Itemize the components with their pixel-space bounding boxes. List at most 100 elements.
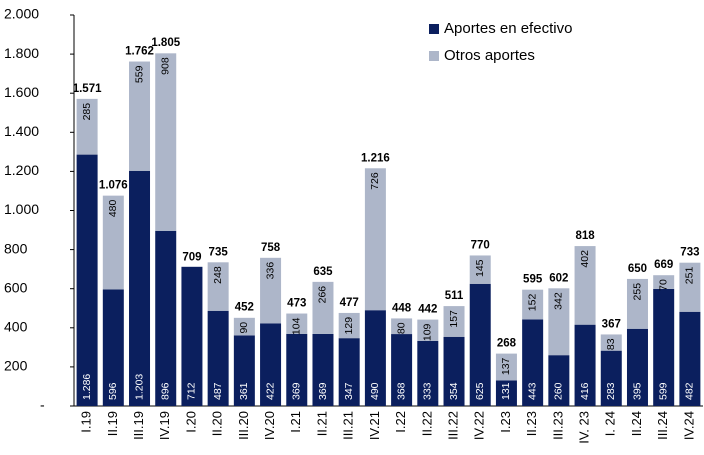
value-label: 137 <box>500 357 512 375</box>
x-tick-label: II.20 <box>210 411 225 436</box>
total-label: 818 <box>575 230 595 242</box>
x-tick-label: IV.24 <box>681 411 696 440</box>
value-label: 255 <box>631 283 643 301</box>
y-tick-label: 1.200 <box>4 162 39 178</box>
legend-swatch <box>429 24 439 34</box>
total-label: 1.762 <box>125 46 154 58</box>
value-label: 368 <box>395 382 407 400</box>
bar-segment <box>600 334 622 351</box>
bar-segment <box>207 310 229 406</box>
bar-segment <box>548 288 570 356</box>
total-label: 1.076 <box>99 180 128 192</box>
bar-segment <box>76 154 98 406</box>
bar-segment <box>286 333 308 406</box>
bar-segment <box>417 319 439 341</box>
bar-segment <box>155 53 177 231</box>
bar-segment <box>129 61 151 171</box>
value-label: 726 <box>369 172 381 190</box>
total-label: 602 <box>549 272 568 284</box>
bar-segment <box>417 340 439 406</box>
bar-segment <box>207 262 229 311</box>
y-tick-label: - <box>40 397 45 413</box>
total-label: 635 <box>313 266 333 278</box>
bar-segment <box>626 328 648 406</box>
y-tick-label: 1.400 <box>4 123 39 139</box>
x-tick-label: II.19 <box>105 411 120 436</box>
total-label: 268 <box>497 338 517 350</box>
value-label: 369 <box>291 382 303 400</box>
value-label: 266 <box>317 286 329 304</box>
x-tick-label: II.23 <box>524 411 539 436</box>
value-label: 369 <box>317 382 329 400</box>
total-label: 735 <box>209 246 229 258</box>
bar-segment <box>102 195 124 290</box>
x-tick-label: IV.20 <box>262 411 277 440</box>
bar-segment <box>522 289 544 320</box>
total-label: 733 <box>680 247 699 259</box>
y-tick-label: 200 <box>4 358 28 374</box>
value-label: 480 <box>107 199 119 217</box>
y-tick-label: 2.000 <box>4 6 39 22</box>
total-label: 442 <box>418 304 437 316</box>
bar-segment <box>260 323 282 406</box>
total-label: 709 <box>182 251 201 263</box>
total-label: 1.216 <box>361 152 390 164</box>
value-label: 487 <box>212 382 224 400</box>
y-tick-label: 1.800 <box>4 45 39 61</box>
value-label: 625 <box>474 382 486 400</box>
x-tick-label: III.19 <box>131 411 146 440</box>
y-tick-label: 400 <box>4 319 28 335</box>
x-tick-label: IV.21 <box>367 411 382 440</box>
bar-segment <box>391 318 413 335</box>
x-tick-label: III.20 <box>236 411 251 440</box>
bar-segment <box>679 262 701 312</box>
value-label: 145 <box>474 259 486 277</box>
bar-segment <box>653 288 675 406</box>
total-label: 1.805 <box>151 37 180 49</box>
x-tick-label: IV.22 <box>472 411 487 440</box>
x-tick-label: III.23 <box>550 411 565 440</box>
value-label: 347 <box>343 382 355 400</box>
legend-label: Otros aportes <box>444 47 535 64</box>
bar-segment <box>233 335 255 406</box>
value-label: 342 <box>553 292 565 310</box>
x-tick-label: II.22 <box>419 411 434 436</box>
value-label: 443 <box>526 382 538 400</box>
y-tick-label: 800 <box>4 240 28 256</box>
total-label: 473 <box>287 298 306 310</box>
value-label: 908 <box>160 57 172 75</box>
x-tick-label: I.19 <box>79 411 94 433</box>
x-tick-label: II.24 <box>629 411 644 436</box>
bar-segment <box>338 338 360 406</box>
value-label: 90 <box>238 322 250 334</box>
value-label: 285 <box>81 103 93 121</box>
value-label: 80 <box>395 322 407 334</box>
value-label: 395 <box>631 382 643 400</box>
bar-segment <box>548 355 570 406</box>
value-label: 1.203 <box>133 374 145 400</box>
bar-segment <box>181 266 203 406</box>
bar-segment <box>155 230 177 406</box>
x-tick-label: II.21 <box>314 411 329 436</box>
value-label: 599 <box>657 382 669 400</box>
bar-segment <box>364 168 386 311</box>
bar-segment <box>522 319 544 406</box>
total-label: 511 <box>445 290 464 302</box>
value-label: 248 <box>212 266 224 284</box>
value-label: 482 <box>684 382 696 400</box>
y-tick-label: 1.600 <box>4 84 39 100</box>
bar-segment <box>233 317 255 336</box>
total-label: 595 <box>523 274 543 286</box>
bar-segment <box>443 336 465 406</box>
y-tick-label: 600 <box>4 279 28 295</box>
bar-segment <box>286 313 308 334</box>
bar-segment <box>653 275 675 289</box>
x-tick-label: I.23 <box>498 411 513 433</box>
bar-segment <box>391 334 413 406</box>
value-label: 354 <box>448 382 460 400</box>
x-tick-label: I.20 <box>183 411 198 433</box>
value-label: 109 <box>422 323 434 341</box>
bar-segment <box>469 283 491 406</box>
value-label: 402 <box>579 250 591 268</box>
